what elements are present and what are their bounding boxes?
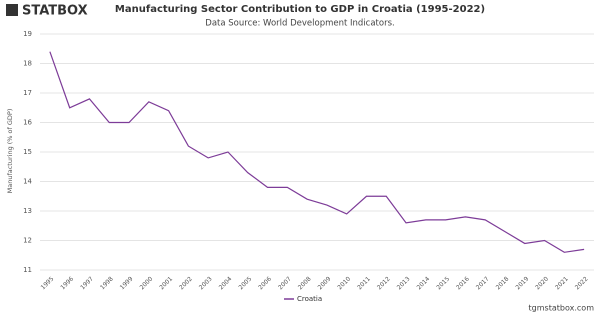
x-tick-label: 2018	[495, 275, 511, 291]
x-tick-label: 2009	[317, 275, 333, 291]
x-tick-label: 2022	[574, 275, 590, 291]
logo-icon	[6, 4, 18, 16]
y-tick-label: 13	[23, 207, 32, 215]
x-tick-label: 1999	[119, 275, 135, 291]
x-tick-label: 1995	[40, 275, 56, 291]
x-tick-label: 2016	[455, 275, 471, 291]
x-tick-label: 2001	[158, 275, 174, 291]
x-tick-label: 1997	[79, 275, 95, 291]
x-tick-label: 2010	[336, 275, 352, 291]
chart-title: Manufacturing Sector Contribution to GDP…	[115, 4, 485, 15]
y-tick-label: 15	[23, 148, 32, 156]
line	[49, 51, 585, 253]
footer: tgmstatbox.com	[529, 304, 595, 313]
x-tick-label: 1996	[59, 275, 75, 291]
logo: STATBOX	[22, 4, 88, 19]
y-tick-label: 17	[23, 89, 32, 97]
y-tick-label: 18	[23, 60, 32, 68]
x-tick-label: 2015	[435, 275, 451, 291]
x-tick-label: 2006	[257, 275, 273, 291]
x-tick-label: 2003	[198, 275, 214, 291]
x-tick-label: 2007	[277, 275, 293, 291]
y-tick-label: 16	[23, 119, 32, 127]
x-tick-label: 2017	[475, 275, 491, 291]
y-tick-label: 14	[23, 178, 32, 186]
x-tick-label: 2019	[514, 275, 530, 291]
x-tick-label: 2008	[297, 275, 313, 291]
x-tick-label: 2002	[178, 275, 194, 291]
x-tick-label: 2011	[356, 275, 372, 291]
x-tick-label: 2004	[218, 275, 234, 291]
x-tick-label: 2020	[534, 275, 550, 291]
y-tick-label: 19	[23, 30, 32, 38]
x-tick-label: 2012	[376, 275, 392, 291]
x-tick-label: 2021	[554, 275, 570, 291]
x-tick-label: 1998	[99, 275, 115, 291]
y-axis-label: Manufacturing (% of GDP)	[6, 109, 14, 194]
chart-subtitle: Data Source: World Development Indicator…	[205, 19, 394, 29]
x-tick-label: 2005	[237, 275, 253, 291]
y-tick-label: 12	[23, 237, 32, 245]
x-tick-label: 2000	[139, 275, 155, 291]
y-tick-label: 11	[23, 266, 32, 274]
x-tick-label: 2013	[396, 275, 412, 291]
x-tick-label: 2014	[416, 275, 432, 291]
legend-label: Croatia	[297, 295, 322, 303]
